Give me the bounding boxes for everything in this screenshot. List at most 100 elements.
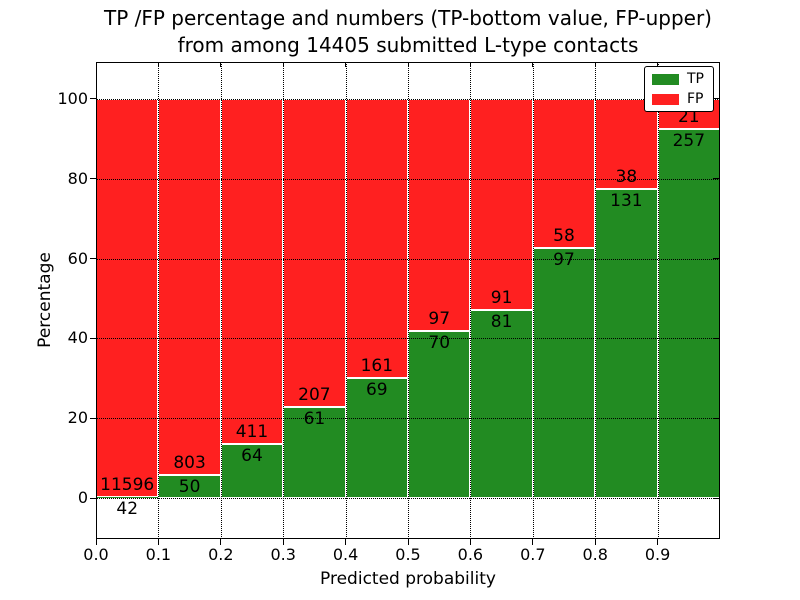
x-tick-mark-top [657, 63, 659, 67]
x-tick-label: 0.9 [644, 545, 671, 564]
fp-count-label: 11596 [100, 474, 155, 495]
y-tick-label: 60 [67, 248, 88, 268]
x-axis-label: Predicted probability [320, 569, 496, 589]
x-tick-mark-top [469, 63, 471, 67]
tp-count-label: 70 [428, 332, 451, 353]
x-tick-mark [157, 539, 159, 545]
x-tick-label: 0.3 [270, 545, 296, 564]
bar-segment-fp-2 [220, 98, 284, 445]
x-gridline-0.7 [532, 62, 534, 539]
y-axis-label: Percentage [35, 252, 55, 348]
x-tick-mark-top [282, 63, 284, 67]
x-tick-mark-top [345, 63, 347, 67]
y-tick-mark-right [713, 178, 719, 180]
bar-segment-tp-8 [595, 188, 658, 499]
bar-segment-tp-0 [96, 496, 159, 499]
x-tick-mark-top [220, 63, 222, 67]
y-tick-mark-right [713, 98, 719, 100]
x-gridline-0.5 [408, 62, 409, 539]
chart-title-line1: TP /FP percentage and numbers (TP-bottom… [104, 6, 712, 30]
x-tick-mark [407, 539, 409, 545]
x-tick-label: 0.5 [395, 545, 421, 564]
x-gridline-0.9 [657, 62, 659, 539]
x-gridline-0.1 [158, 62, 160, 539]
fp-count-label: 411 [235, 422, 269, 443]
fp-swatch [652, 93, 679, 105]
x-tick-label: 0.1 [145, 545, 172, 564]
y-tick-mark [90, 178, 96, 180]
bar-segment-fp-5 [408, 98, 471, 331]
fp-count-label: 803 [173, 452, 206, 473]
tp-count-label: 50 [178, 476, 201, 497]
x-tick-label: 0.7 [520, 545, 546, 564]
bar-segment-fp-7 [532, 98, 596, 249]
tp-count-label: 42 [116, 498, 139, 519]
x-gridline-0.3 [283, 62, 285, 539]
tp-count-label: 69 [365, 380, 388, 401]
x-tick-mark-top [157, 63, 159, 67]
y-tick-mark-right [713, 337, 719, 339]
bar-segment-fp-6 [470, 98, 533, 311]
x-tick-mark [220, 539, 222, 545]
y-tick-mark [90, 258, 96, 260]
bar-segment-fp-3 [283, 98, 346, 408]
y-tick-mark-right [713, 258, 719, 260]
x-gridline-0.4 [345, 62, 347, 539]
bar-segment-fp-4 [345, 98, 408, 379]
y-tick-label: 20 [67, 408, 88, 428]
y-tick-label: 80 [67, 168, 88, 188]
tp-count-label: 131 [610, 190, 643, 211]
x-tick-label: 0.6 [457, 545, 484, 564]
x-tick-mark-top [407, 63, 409, 67]
tp-count-label: 61 [303, 409, 326, 430]
x-tick-mark [469, 539, 471, 545]
x-tick-mark [657, 539, 659, 545]
legend: TP FP [644, 66, 714, 112]
fp-count-label: 21 [677, 107, 700, 128]
x-gridline-0.2 [220, 62, 222, 539]
y-tick-mark [90, 417, 96, 419]
tp-count-label: 257 [672, 131, 706, 152]
bar-segment-tp-5 [408, 330, 471, 499]
y-tick-label: 40 [67, 328, 88, 348]
x-tick-mark [282, 539, 284, 545]
y-tick-mark [90, 497, 96, 499]
y-tick-mark-right [713, 417, 719, 419]
x-tick-mark-top [95, 63, 97, 67]
bar-segment-tp-2 [220, 444, 284, 499]
x-tick-mark-top [594, 63, 596, 67]
tp-count-label: 81 [490, 312, 513, 333]
y-tick-mark [90, 98, 96, 100]
legend-label-fp: FP [687, 90, 704, 107]
fp-count-label: 161 [360, 356, 394, 377]
x-tick-label: 0.0 [83, 545, 109, 564]
x-tick-mark-top [532, 63, 534, 67]
bar-segment-tp-9 [657, 129, 720, 499]
legend-label-tp: TP [687, 70, 704, 87]
bar-segment-tp-7 [532, 248, 596, 499]
chart-title: TP /FP percentage and numbers (TP-bottom… [96, 5, 720, 59]
fp-count-label: 38 [615, 166, 638, 187]
tp-swatch [652, 73, 679, 85]
y-tick-label: 0 [77, 488, 88, 508]
fp-count-label: 207 [298, 385, 331, 406]
bar-segment-fp-1 [158, 98, 221, 475]
fp-count-label: 97 [428, 308, 451, 329]
x-tick-mark [95, 539, 97, 545]
bar-segment-tp-6 [470, 310, 533, 499]
fp-count-label: 91 [490, 288, 513, 309]
x-gridline-0.8 [595, 62, 597, 539]
tp-count-label: 97 [553, 250, 575, 271]
bar-segment-fp-0 [96, 98, 159, 497]
x-gridline-0.6 [470, 62, 472, 539]
chart-title-line2: from among 14405 submitted L-type contac… [177, 33, 639, 57]
tp-count-label: 64 [241, 446, 263, 467]
legend-entry-tp: TP [652, 70, 706, 87]
x-tick-mark [532, 539, 534, 545]
x-tick-label: 0.4 [332, 545, 359, 564]
y-tick-label: 100 [57, 88, 88, 108]
fp-count-label: 58 [553, 226, 575, 247]
plot-area: 11596 42 803 50 411 64 207 61 161 69 97 70 91 81 58 97 3… [96, 62, 720, 539]
legend-entry-fp: FP [652, 90, 706, 107]
